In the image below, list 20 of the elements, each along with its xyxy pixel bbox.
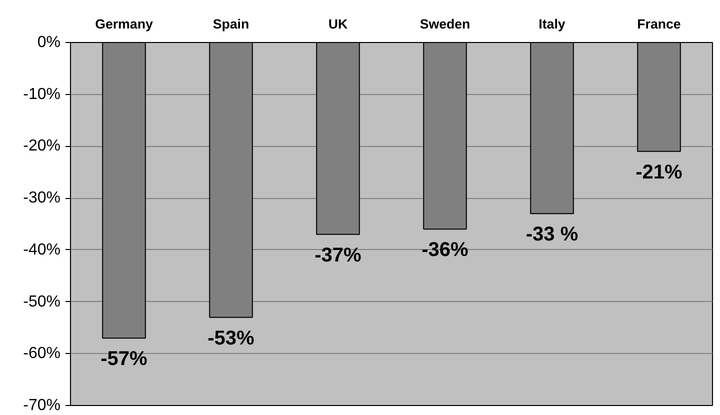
x-tick-label: France: [637, 16, 681, 32]
y-tick-label: -50%: [23, 293, 61, 310]
x-tick-label: UK: [328, 16, 348, 32]
y-tick-label: -10%: [23, 86, 61, 103]
y-tick-label: -70%: [23, 397, 61, 414]
data-label: -53%: [208, 327, 255, 350]
x-tick-label: Italy: [538, 16, 566, 32]
y-tick-label: -60%: [23, 345, 61, 362]
y-tick-label: -40%: [23, 241, 61, 258]
data-label: -36%: [422, 239, 469, 262]
x-tick-label: Germany: [95, 16, 154, 32]
x-tick-label: Spain: [212, 16, 250, 32]
data-label: -33 %: [526, 224, 578, 246]
y-tick-label: -20%: [23, 138, 61, 155]
x-tick-label: Sweden: [420, 16, 470, 32]
data-label: -57%: [100, 348, 148, 370]
y-tick-label: 0%: [37, 34, 60, 51]
data-label: -37%: [314, 244, 362, 266]
data-label: -21%: [636, 161, 683, 184]
y-tick-label: -30%: [23, 190, 61, 207]
